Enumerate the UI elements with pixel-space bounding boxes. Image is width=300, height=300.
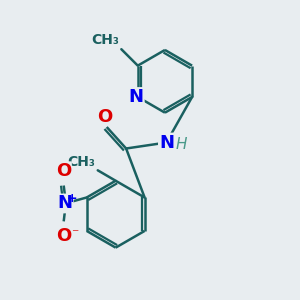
Text: O: O (98, 107, 113, 125)
Text: H: H (176, 137, 188, 152)
Text: CH₃: CH₃ (91, 33, 119, 47)
Text: O: O (56, 162, 71, 180)
Text: CH₃: CH₃ (68, 155, 95, 169)
Text: N: N (129, 88, 144, 106)
Text: O: O (56, 227, 71, 245)
Text: +: + (67, 192, 77, 205)
Text: ⁻: ⁻ (71, 227, 79, 241)
Text: N: N (58, 194, 73, 212)
Text: N: N (159, 134, 174, 152)
